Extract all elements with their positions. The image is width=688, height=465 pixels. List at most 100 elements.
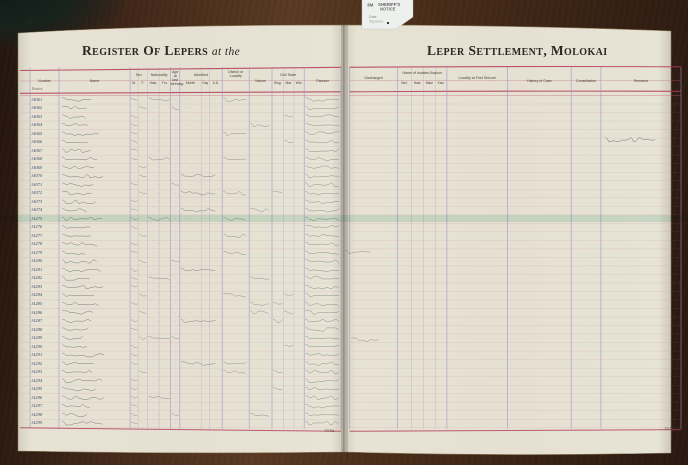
svg-text:": "	[205, 116, 206, 119]
svg-text:": "	[205, 303, 206, 306]
svg-text:": "	[215, 99, 216, 102]
svg-text:": "	[205, 201, 206, 204]
svg-text:": "	[175, 354, 176, 357]
svg-text:": "	[175, 346, 176, 349]
svg-text:": "	[175, 278, 176, 281]
svg-text:": "	[205, 312, 206, 315]
svg-text:": "	[190, 414, 191, 417]
svg-text:": "	[190, 244, 191, 247]
svg-text:": "	[215, 235, 216, 238]
svg-text:": "	[215, 261, 216, 264]
svg-text:": "	[215, 107, 216, 110]
svg-text:3M: 3M	[367, 3, 374, 8]
svg-text:": "	[175, 99, 176, 102]
svg-text:": "	[205, 329, 206, 332]
svg-text:": "	[215, 141, 216, 144]
svg-text:": "	[205, 124, 206, 127]
svg-text:": "	[175, 269, 176, 272]
svg-text:": "	[175, 141, 176, 144]
svg-text:": "	[215, 167, 216, 170]
svg-text:": "	[190, 184, 191, 187]
svg-text:": "	[215, 414, 216, 417]
svg-text:": "	[175, 210, 176, 213]
svg-text:": "	[205, 406, 206, 409]
svg-text:": "	[190, 201, 191, 204]
svg-text:": "	[190, 278, 191, 281]
svg-text:": "	[205, 380, 206, 383]
svg-text:": "	[205, 99, 206, 102]
svg-text:": "	[190, 303, 191, 306]
svg-text:": "	[215, 346, 216, 349]
svg-text:": "	[175, 227, 176, 230]
svg-text:": "	[205, 244, 206, 247]
svg-text:": "	[215, 337, 216, 340]
svg-text:": "	[190, 252, 191, 255]
svg-text:": "	[215, 303, 216, 306]
svg-text:": "	[205, 107, 206, 110]
svg-text:": "	[215, 201, 216, 204]
svg-text:": "	[215, 329, 216, 332]
svg-text:": "	[215, 380, 216, 383]
svg-text:": "	[205, 286, 206, 289]
svg-text:": "	[215, 184, 216, 187]
svg-text:": "	[205, 252, 206, 255]
svg-text:": "	[215, 286, 216, 289]
svg-text:": "	[215, 295, 216, 298]
svg-text:": "	[190, 133, 191, 136]
svg-text:": "	[190, 329, 191, 332]
svg-text:": "	[190, 406, 191, 409]
svg-text:": "	[175, 397, 176, 400]
svg-text:": "	[215, 124, 216, 127]
svg-text:": "	[205, 414, 206, 417]
svg-text:": "	[215, 150, 216, 153]
svg-text:": "	[190, 337, 191, 340]
svg-text:": "	[175, 175, 176, 178]
svg-text:": "	[175, 235, 176, 238]
svg-text:": "	[175, 150, 176, 153]
svg-text:": "	[205, 388, 206, 391]
svg-text:": "	[215, 116, 216, 119]
svg-text:": "	[215, 244, 216, 247]
svg-text:": "	[175, 124, 176, 127]
svg-text:": "	[175, 371, 176, 374]
svg-text:": "	[175, 158, 176, 161]
svg-text:": "	[175, 388, 176, 391]
svg-text:": "	[215, 388, 216, 391]
svg-text:": "	[190, 99, 191, 102]
svg-text:": "	[175, 363, 176, 366]
svg-text:": "	[205, 337, 206, 340]
svg-text:": "	[215, 158, 216, 161]
svg-text:": "	[175, 295, 176, 298]
svg-text:": "	[215, 371, 216, 374]
svg-text:": "	[190, 423, 191, 426]
svg-text:": "	[205, 371, 206, 374]
svg-text:": "	[205, 141, 206, 144]
svg-text:": "	[215, 252, 216, 255]
svg-text:": "	[205, 184, 206, 187]
svg-text:": "	[175, 193, 176, 196]
svg-text:": "	[205, 235, 206, 238]
svg-text:": "	[190, 167, 191, 170]
svg-text:": "	[205, 354, 206, 357]
svg-text:": "	[205, 295, 206, 298]
svg-text:": "	[175, 320, 176, 323]
svg-text:": "	[205, 133, 206, 136]
svg-text:": "	[190, 235, 191, 238]
svg-text:": "	[215, 354, 216, 357]
svg-text:": "	[190, 380, 191, 383]
svg-text:": "	[215, 133, 216, 136]
svg-text:": "	[175, 286, 176, 289]
svg-text:": "	[215, 312, 216, 315]
svg-text:": "	[215, 397, 216, 400]
svg-text:": "	[175, 329, 176, 332]
svg-text:Date: Date	[369, 15, 377, 19]
svg-text:": "	[175, 312, 176, 315]
svg-text:": "	[190, 107, 191, 110]
svg-text:": "	[175, 303, 176, 306]
svg-text:": "	[190, 124, 191, 127]
svg-text:": "	[190, 354, 191, 357]
svg-text:": "	[215, 278, 216, 281]
svg-text:Signature: Signature	[369, 20, 384, 24]
svg-text:": "	[205, 423, 206, 426]
svg-text:": "	[175, 167, 176, 170]
